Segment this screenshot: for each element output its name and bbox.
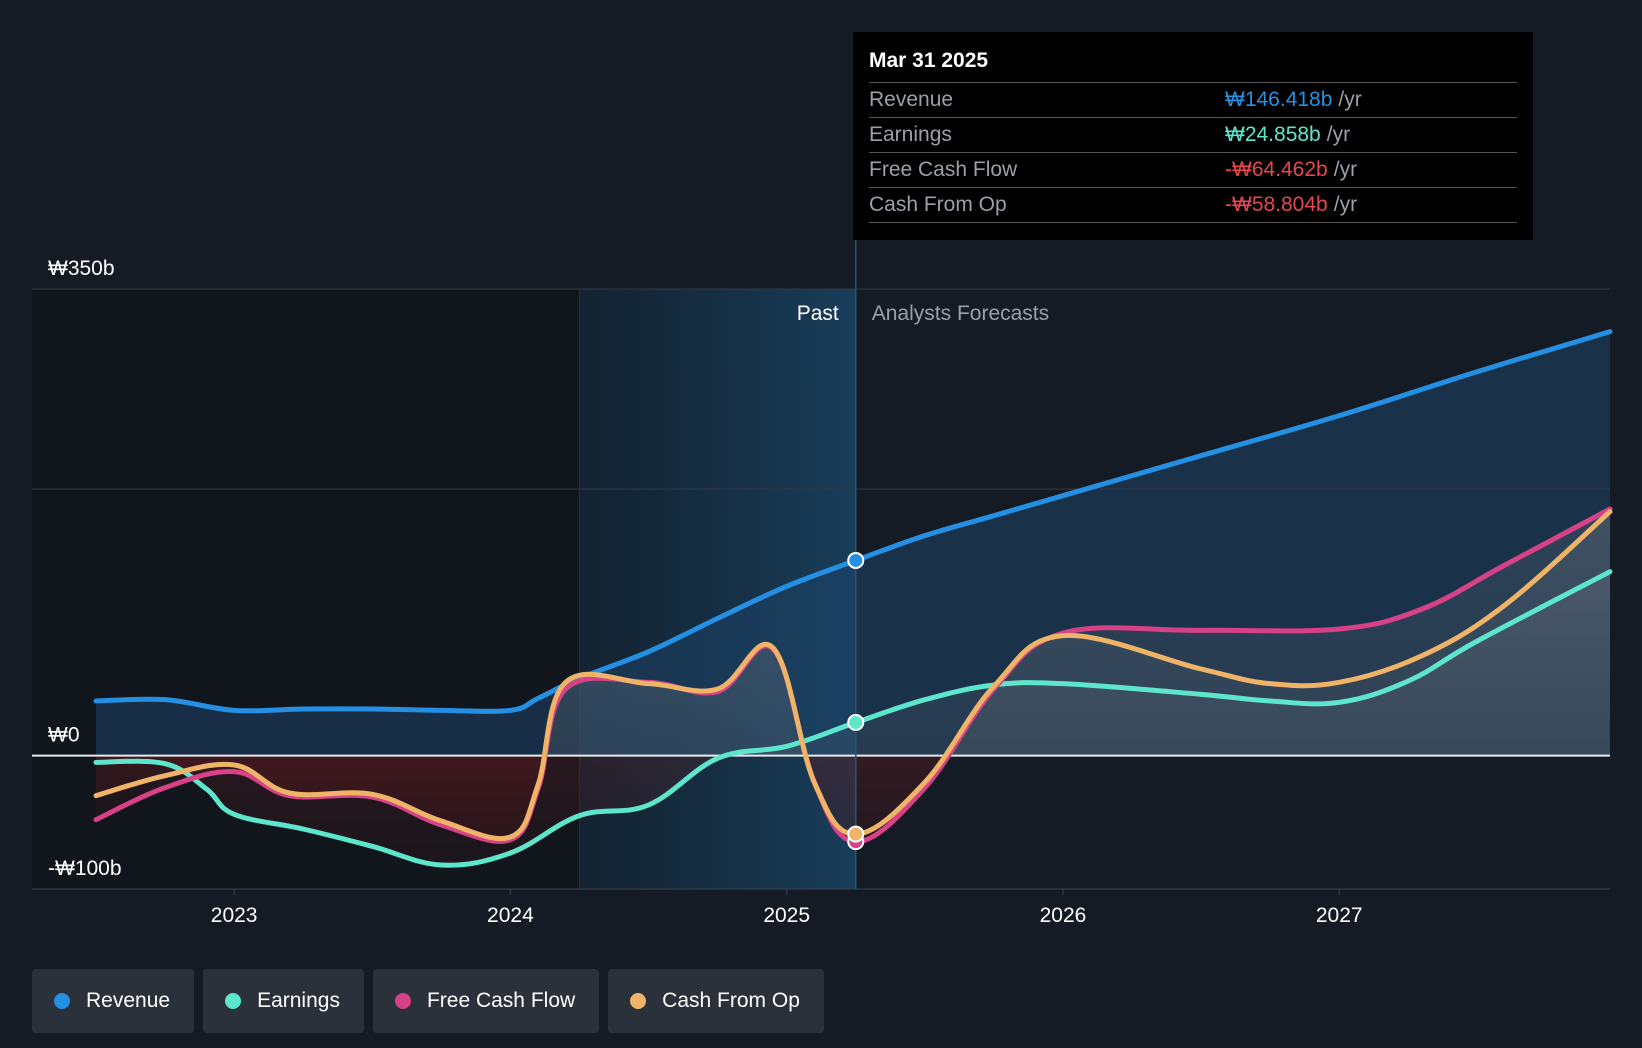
y-axis-label: ₩0	[48, 724, 80, 747]
series-area-positive	[544, 511, 1610, 756]
tooltip-value: -₩64.462b	[1225, 158, 1328, 181]
tooltip-unit: /yr	[1326, 123, 1351, 146]
tooltip-value: ₩24.858b	[1225, 123, 1321, 146]
past-label: Past	[797, 302, 839, 325]
legend-dot-icon	[225, 993, 242, 1009]
legend-item-earnings[interactable]: Earnings	[203, 969, 364, 1033]
x-axis-label: 2027	[1316, 904, 1363, 927]
series-marker	[847, 825, 865, 843]
tooltip-unit: /yr	[1338, 88, 1362, 111]
series-line-revenue	[93, 329, 1613, 714]
series-marker	[847, 714, 865, 732]
series-area-positive	[724, 571, 1610, 756]
legend-item-free-cash-flow[interactable]: Free Cash Flow	[372, 969, 600, 1033]
tooltip-label: Revenue	[869, 88, 954, 111]
legend: Revenue Earnings Free Cash Flow Cash Fro…	[32, 969, 824, 1033]
tooltip-row-cash-from-op: Cash From Op -₩58.804b /yr	[869, 188, 1517, 223]
legend-dot-icon	[394, 993, 411, 1009]
series-line-earnings	[93, 569, 1613, 868]
tooltip-row-earnings: Earnings ₩24.858b /yr	[869, 118, 1517, 153]
legend-label: Cash From Op	[662, 989, 800, 1012]
legend-item-cash-from-op[interactable]: Cash From Op	[608, 969, 824, 1033]
tooltip-unit: /yr	[1333, 158, 1358, 181]
x-axis-label: 2024	[487, 904, 534, 927]
legend-label: Revenue	[86, 989, 171, 1012]
legend-dot-icon	[54, 993, 70, 1009]
forecast-label: Analysts Forecasts	[872, 302, 1049, 325]
series-line-cash-from-op	[93, 509, 1613, 841]
tooltip-value: -₩58.804b	[1225, 193, 1328, 216]
tooltip: Mar 31 2025 Revenue ₩146.418b /yr Earnin…	[853, 32, 1533, 240]
legend-label: Free Cash Flow	[426, 989, 576, 1012]
tooltip-date: Mar 31 2025	[869, 46, 1517, 83]
tooltip-label: Earnings	[869, 123, 952, 146]
legend-label: Earnings	[257, 989, 340, 1012]
tooltip-label: Free Cash Flow	[869, 158, 1018, 181]
legend-dot-icon	[630, 993, 647, 1009]
x-axis-label: 2025	[763, 904, 810, 927]
tooltip-row-free-cash-flow: Free Cash Flow -₩64.462b /yr	[869, 153, 1517, 188]
tooltip-row-revenue: Revenue ₩146.418b /yr	[869, 83, 1517, 118]
tooltip-value: ₩146.418b	[1225, 88, 1333, 111]
tooltip-label: Cash From Op	[869, 193, 1007, 216]
legend-item-revenue[interactable]: Revenue	[32, 969, 195, 1033]
x-axis-label: 2026	[1040, 904, 1087, 927]
x-axis-label: 2023	[211, 904, 258, 927]
tooltip-unit: /yr	[1333, 193, 1358, 216]
y-axis-label: ₩350b	[48, 257, 115, 280]
y-axis-label: -₩100b	[48, 857, 122, 880]
series-marker	[847, 551, 865, 569]
